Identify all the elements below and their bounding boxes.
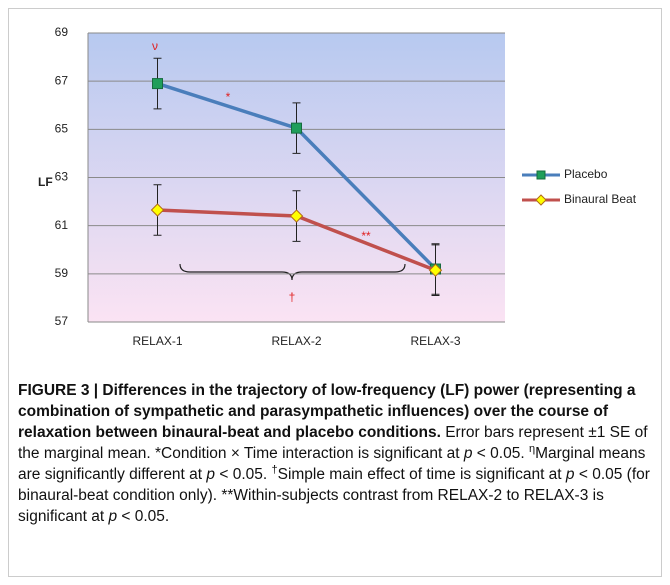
marker [428,263,443,277]
y-tick-label: 65 [55,122,69,136]
caption-normal: < 0.05 (for binaural-beat condition only… [18,466,650,525]
caption-italic: p [463,445,473,462]
x-tick-label: RELAX-1 [132,334,182,348]
y-tick-label: 61 [55,218,69,232]
caption-italic: p [565,466,575,483]
caption-italic: p [108,508,118,525]
x-tick-label: RELAX-3 [410,334,460,348]
legend-label: Placebo [564,167,608,181]
caption-normal: < 0.05. [472,445,529,462]
caption: FIGURE 3 | Differences in the trajectory… [18,380,654,527]
annotation: † [289,290,296,304]
y-tick-label: 57 [55,314,69,328]
legend-marker [535,194,547,206]
annotation: ** [361,229,371,243]
marker [291,122,302,134]
annotation: ν [152,39,158,53]
legend-marker [536,170,546,180]
annotation: * [226,90,231,104]
caption-sup: † [271,463,278,476]
legend-label: Binaural Beat [564,192,637,206]
caption-sup: η [528,442,536,455]
caption-normal: < 0.05. [215,466,272,483]
y-tick-label: 59 [55,266,69,280]
caption-normal: Error bars represent ±1 SE of the margin… [18,424,648,462]
caption-italic: p [206,466,216,483]
caption-bold: FIGURE 3 | Differences in the trajectory… [18,382,636,441]
brace [179,263,406,281]
marker [289,209,304,223]
x-tick-label: RELAX-2 [271,334,321,348]
y-tick-label: 69 [55,25,69,39]
caption-normal: Simple main effect of time is significan… [277,466,566,483]
frame [8,8,662,577]
caption-normal: < 0.05. [117,508,170,525]
y-tick-label: 67 [55,73,69,87]
caption-normal: Marginal means are significantly differe… [18,445,646,483]
marker [152,78,163,90]
y-tick-label: 63 [55,170,69,184]
marker [150,203,165,217]
y-axis-label: LF [38,175,53,189]
